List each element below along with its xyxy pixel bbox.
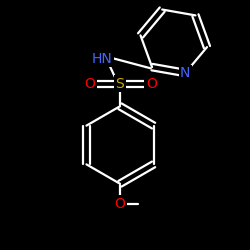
Text: N: N <box>180 66 190 80</box>
Text: O: O <box>146 77 157 91</box>
Text: O: O <box>114 197 126 211</box>
Text: HN: HN <box>92 52 113 66</box>
Text: O: O <box>84 77 96 91</box>
Text: S: S <box>116 77 124 91</box>
